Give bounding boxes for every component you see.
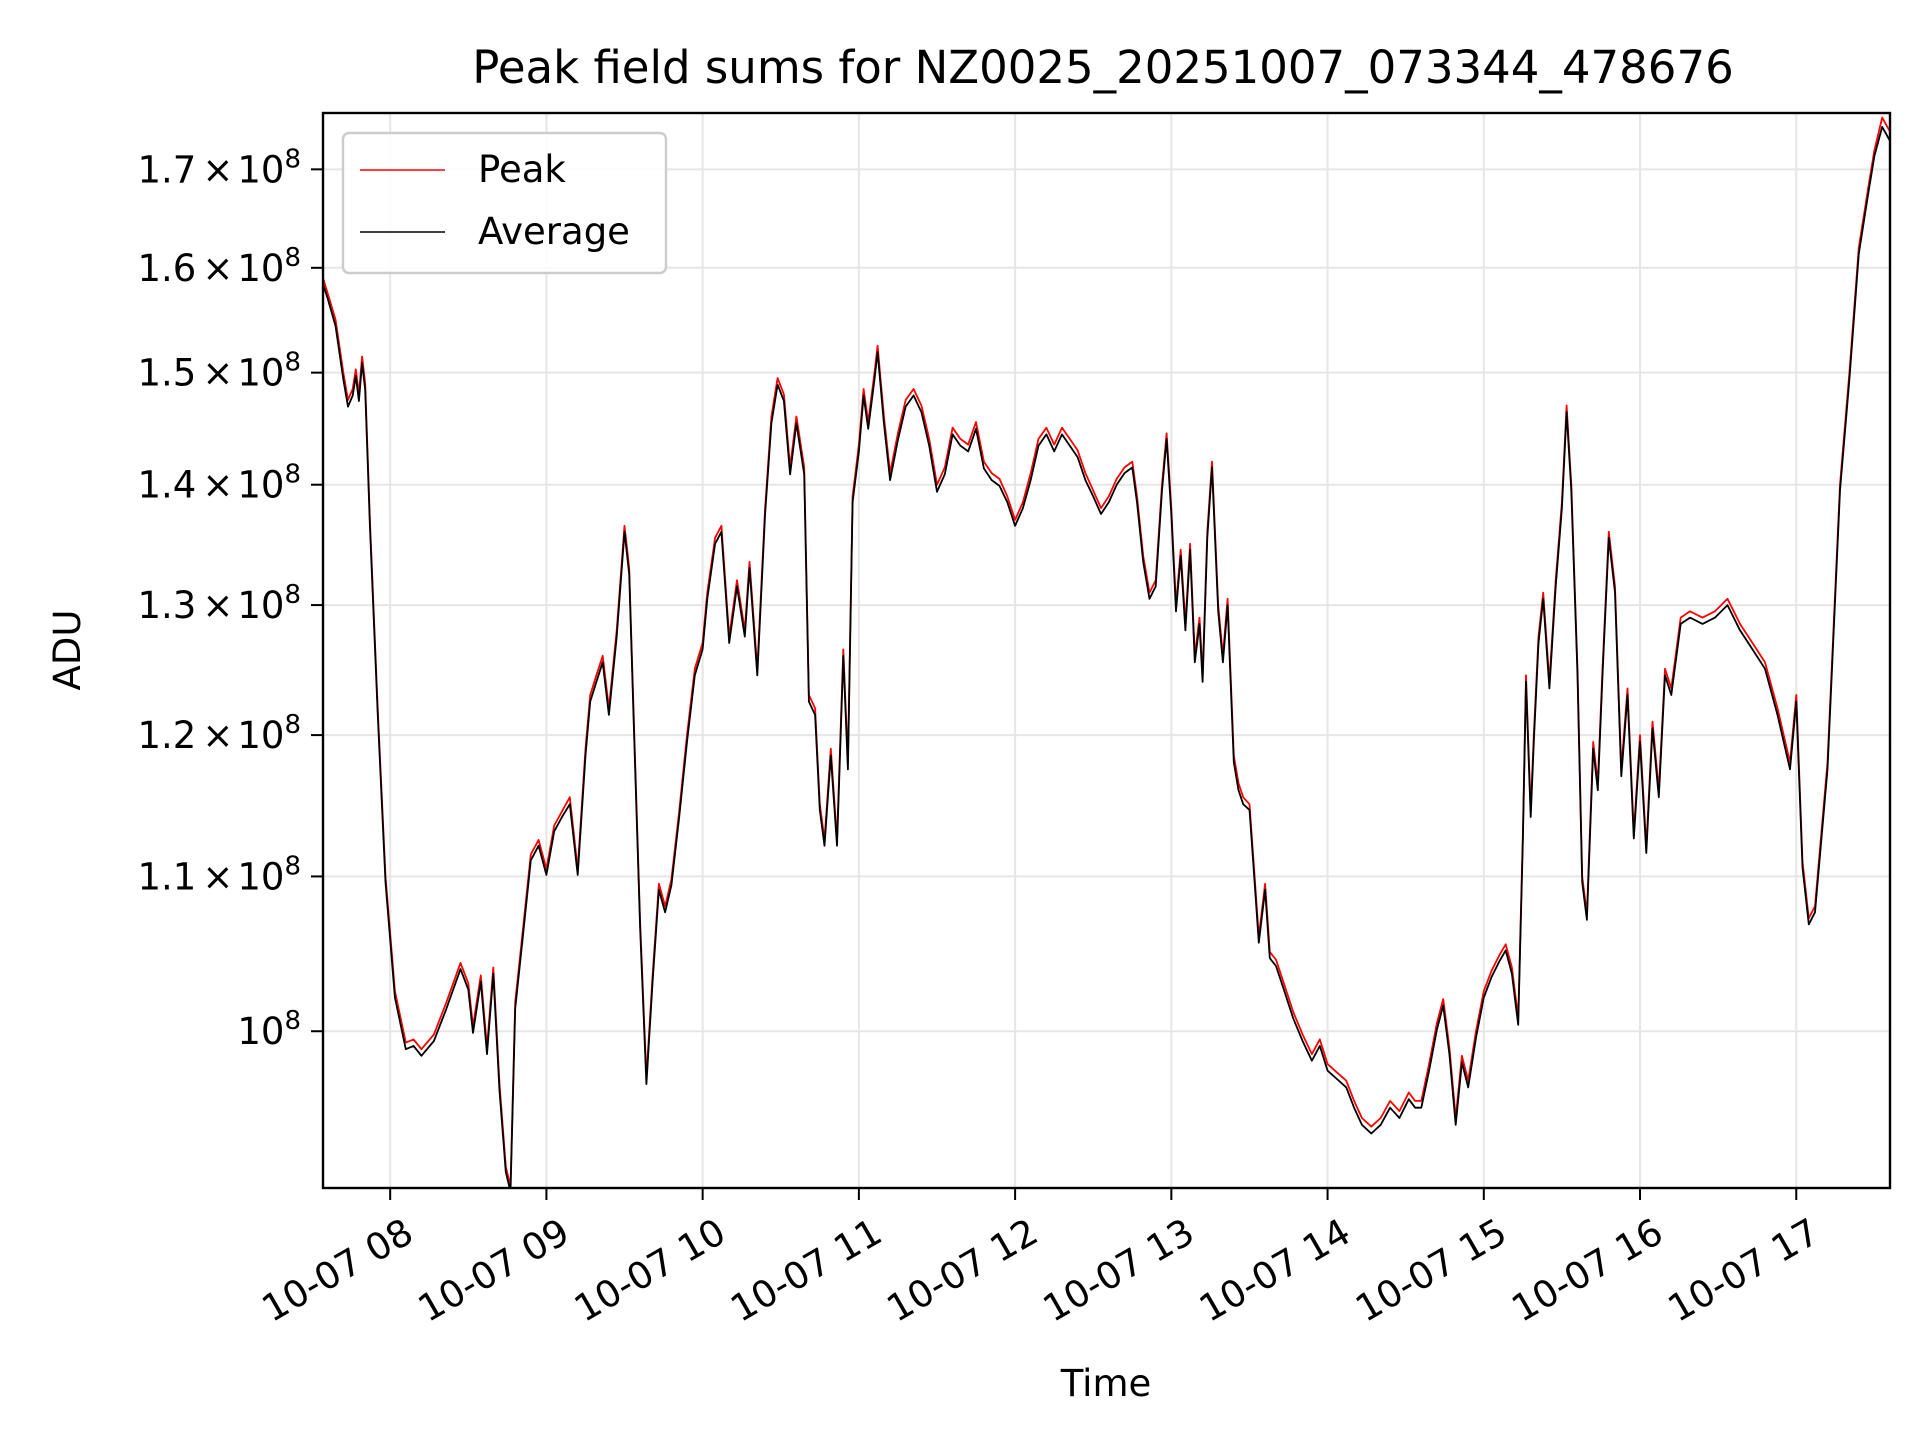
y-tick-label: 1.5 × 108	[138, 348, 302, 395]
legend-average-label: Average	[478, 210, 630, 253]
series-lines	[323, 116, 1890, 1188]
x-axis-label: Time	[1060, 1362, 1152, 1405]
y-tick-label: 1.2 × 108	[138, 710, 302, 757]
y-tick-label: 1.7 × 108	[138, 144, 302, 191]
legend-box	[341, 131, 668, 275]
y-axis-ticks: 108 1.1 × 108 1.2 × 108 1.3 × 108 1.4 × 108 1.5 × 108 1.…	[138, 144, 323, 1053]
chart-title: Peak field sums for NZ0025_20251007_0733…	[472, 41, 1733, 94]
y-tick-label: 1.3 × 108	[138, 580, 302, 627]
series-line-average	[323, 126, 1890, 1188]
y-tick-label: 1.4 × 108	[138, 460, 302, 507]
y-tick-label: 108	[237, 1006, 301, 1053]
y-axis-label: ADU	[46, 610, 89, 691]
y-tick-label: 1.6 × 108	[138, 243, 302, 290]
plot-frame	[321, 111, 1892, 1190]
grid-lines	[323, 113, 1890, 1188]
legend-peak-label: Peak	[478, 148, 566, 191]
legend: Peak Average	[341, 131, 668, 275]
y-tick-label: 1.1 × 108	[138, 851, 302, 898]
